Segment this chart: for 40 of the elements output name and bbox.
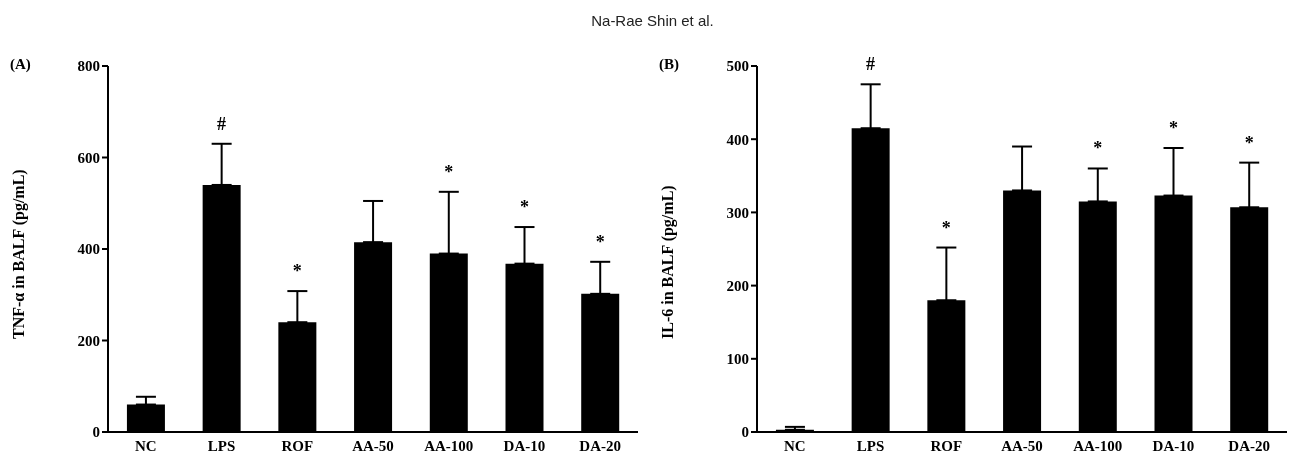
y-tick-label: 0 xyxy=(741,424,749,441)
y-tick-label: 600 xyxy=(77,149,100,166)
x-tick-label: DA-10 xyxy=(503,437,546,454)
y-tick-label: 200 xyxy=(77,332,100,349)
annotation: * xyxy=(941,217,951,238)
x-tick-label: LPS xyxy=(207,437,236,454)
y-tick-label: 400 xyxy=(726,131,749,148)
y-tick-label: 200 xyxy=(726,277,749,294)
x-tick-label: AA-50 xyxy=(352,437,394,454)
x-tick-label: ROF xyxy=(930,437,963,454)
x-tick-label: LPS xyxy=(856,437,885,454)
y-tick-label: 300 xyxy=(726,204,749,221)
y-tick-label: 0 xyxy=(92,424,100,441)
y-tick-label: 800 xyxy=(77,58,100,75)
annotation: * xyxy=(1244,132,1254,153)
x-tick-label: DA-10 xyxy=(1152,437,1195,454)
chart-title: (B) xyxy=(659,56,679,73)
annotation: * xyxy=(292,261,302,282)
annotation: # xyxy=(866,54,876,75)
y-tick-label: 100 xyxy=(726,351,749,368)
y-axis-title: TNF-α in BALF (pg/mL) xyxy=(9,169,28,339)
y-tick-label: 500 xyxy=(726,58,749,75)
x-tick-label: NC xyxy=(784,437,806,454)
y-axis-title: IL-6 in BALF (pg/mL) xyxy=(658,185,677,339)
x-tick-label: DA-20 xyxy=(1228,437,1270,454)
x-tick-label: NC xyxy=(135,437,157,454)
y-tick-label: 400 xyxy=(77,241,100,258)
annotation: # xyxy=(217,113,227,134)
chart-title: (A) xyxy=(10,56,31,73)
x-tick-label: ROF xyxy=(281,437,314,454)
x-tick-label: AA-100 xyxy=(424,437,474,454)
x-tick-label: AA-100 xyxy=(1073,437,1123,454)
x-tick-label: DA-20 xyxy=(579,437,621,454)
annotation: * xyxy=(519,197,529,218)
x-tick-label: AA-50 xyxy=(1001,437,1043,454)
annotation: * xyxy=(595,231,605,252)
annotation: * xyxy=(1168,117,1178,138)
text: Na-Rae Shin et al. xyxy=(590,12,715,29)
annotation: * xyxy=(1093,138,1103,159)
annotation: * xyxy=(444,161,454,182)
